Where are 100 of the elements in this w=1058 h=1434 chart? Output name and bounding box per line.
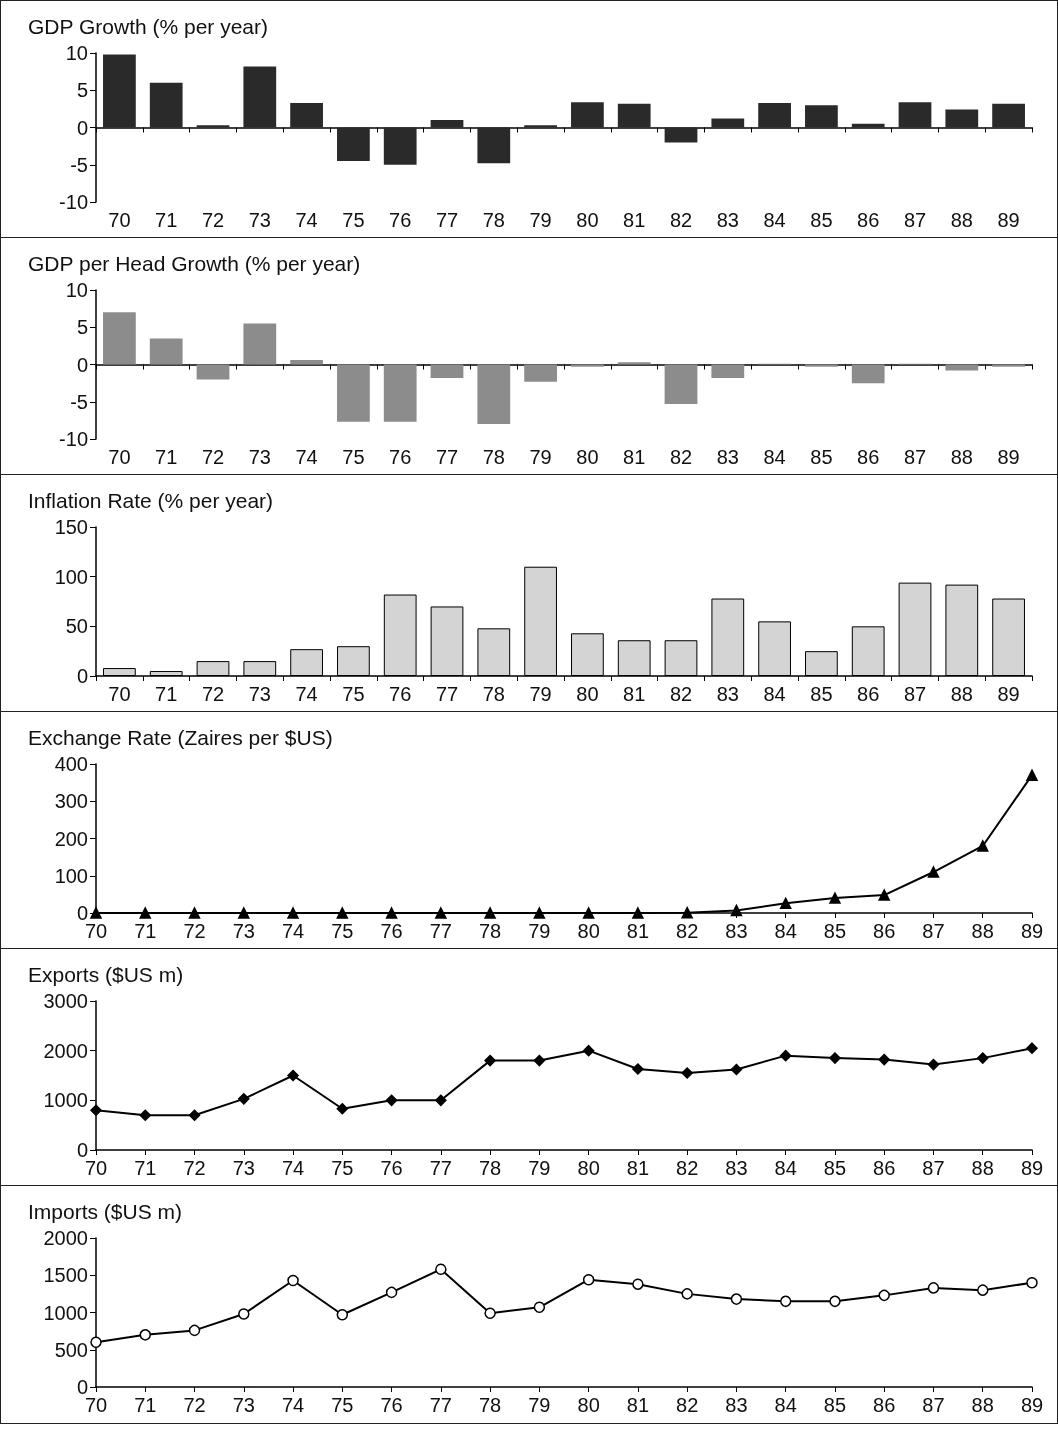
chart-title: GDP per Head Growth (% per year) [28, 252, 361, 275]
y-tick-label: 0 [76, 116, 88, 139]
x-tick-label: 83 [725, 1394, 748, 1416]
point [977, 1284, 989, 1296]
point [139, 1329, 152, 1341]
x-tick-label: 78 [482, 683, 505, 705]
x-tick-label: 83 [716, 209, 739, 231]
bar [851, 364, 885, 384]
bar [617, 103, 651, 128]
bar [571, 102, 604, 128]
x-tick-label: 80 [576, 683, 599, 705]
x-tick-label: 77 [435, 446, 459, 468]
point [484, 1307, 496, 1319]
point [139, 907, 152, 919]
x-tick-label: 89 [1020, 1157, 1044, 1179]
point [681, 1288, 693, 1300]
point [287, 1069, 299, 1082]
x-tick-label: 78 [478, 1394, 502, 1416]
x-tick-label: 83 [716, 683, 739, 705]
x-tick-label: 87 [922, 920, 945, 942]
x-tick-label: 82 [676, 1157, 699, 1179]
x-tick-label: 74 [281, 1157, 305, 1179]
point [927, 1282, 940, 1294]
y-tick-label: 1500 [43, 1264, 88, 1287]
x-tick-label: 79 [528, 1394, 551, 1416]
point [632, 907, 644, 919]
point [829, 1052, 841, 1064]
x-tick-label: 73 [232, 920, 255, 942]
x-tick-label: 88 [971, 1394, 994, 1416]
x-tick-label: 71 [134, 1157, 157, 1179]
x-tick-label: 86 [857, 209, 880, 231]
point [730, 1063, 743, 1076]
point [927, 1058, 940, 1071]
x-tick-label: 73 [232, 1157, 255, 1179]
bar [524, 364, 557, 382]
x-tick-label: 80 [576, 446, 599, 468]
x-tick-label: 75 [342, 683, 365, 705]
bar [711, 118, 745, 128]
x-tick-label: 87 [903, 446, 927, 468]
point [927, 866, 940, 878]
x-tick-label: 78 [478, 1157, 502, 1179]
x-tick-label: 85 [810, 446, 833, 468]
x-tick-label: 72 [201, 209, 225, 231]
x-tick-label: 81 [623, 446, 646, 468]
x-tick-label: 84 [763, 209, 786, 231]
point [779, 1295, 792, 1308]
y-tick-label: 0 [76, 665, 88, 687]
x-tick-label: 85 [823, 1394, 847, 1416]
bar [243, 66, 277, 128]
x-tick-label: 72 [183, 1157, 206, 1179]
point [829, 1295, 841, 1308]
point [779, 1049, 792, 1062]
x-tick-label: 77 [435, 209, 459, 231]
chart-title: Inflation Rate (% per year) [28, 489, 274, 512]
point [435, 1094, 447, 1107]
bar [383, 127, 417, 165]
x-tick-label: 84 [763, 683, 786, 705]
x-tick-label: 70 [108, 209, 131, 231]
point [1026, 1042, 1038, 1054]
bar [290, 360, 323, 365]
x-tick-label: 76 [389, 209, 412, 231]
point [238, 1093, 250, 1105]
x-tick-label: 81 [623, 683, 646, 705]
x-tick-label: 85 [810, 683, 833, 705]
point [188, 1324, 201, 1337]
y-tick-label: 1000 [43, 1301, 88, 1324]
point [681, 906, 693, 919]
x-tick-label: 87 [922, 1157, 945, 1179]
x-tick-label: 72 [183, 920, 206, 942]
bar [290, 102, 323, 128]
point [385, 907, 398, 919]
point [435, 907, 447, 919]
x-tick-label: 82 [669, 446, 693, 468]
x-tick-label: 79 [529, 446, 552, 468]
y-tick-label: 1000 [43, 1089, 88, 1112]
point [582, 907, 595, 919]
x-tick-label: 73 [232, 1394, 255, 1416]
x-tick-label: 84 [774, 1157, 797, 1179]
x-tick-label: 76 [380, 920, 403, 942]
x-tick-label: 73 [248, 209, 271, 231]
x-tick-label: 80 [577, 1157, 600, 1179]
bar [992, 364, 1025, 367]
y-tick-label: -10 [59, 428, 88, 450]
x-tick-label: 88 [950, 446, 973, 468]
y-tick-label: -10 [59, 191, 88, 213]
bar [805, 364, 838, 367]
x-tick-label: 88 [950, 683, 973, 705]
bar [664, 127, 698, 143]
y-tick-label: -5 [70, 390, 88, 413]
x-tick-label: 85 [823, 1157, 847, 1179]
y-tick-label: 150 [54, 516, 88, 538]
bar [243, 323, 277, 365]
chart-title: Exports ($US m) [28, 963, 184, 986]
point [238, 907, 250, 919]
x-tick-label: 73 [248, 446, 271, 468]
point [878, 1053, 890, 1066]
bar [149, 338, 183, 365]
point [829, 892, 841, 904]
point [632, 1063, 644, 1075]
x-tick-label: 86 [873, 1157, 896, 1179]
